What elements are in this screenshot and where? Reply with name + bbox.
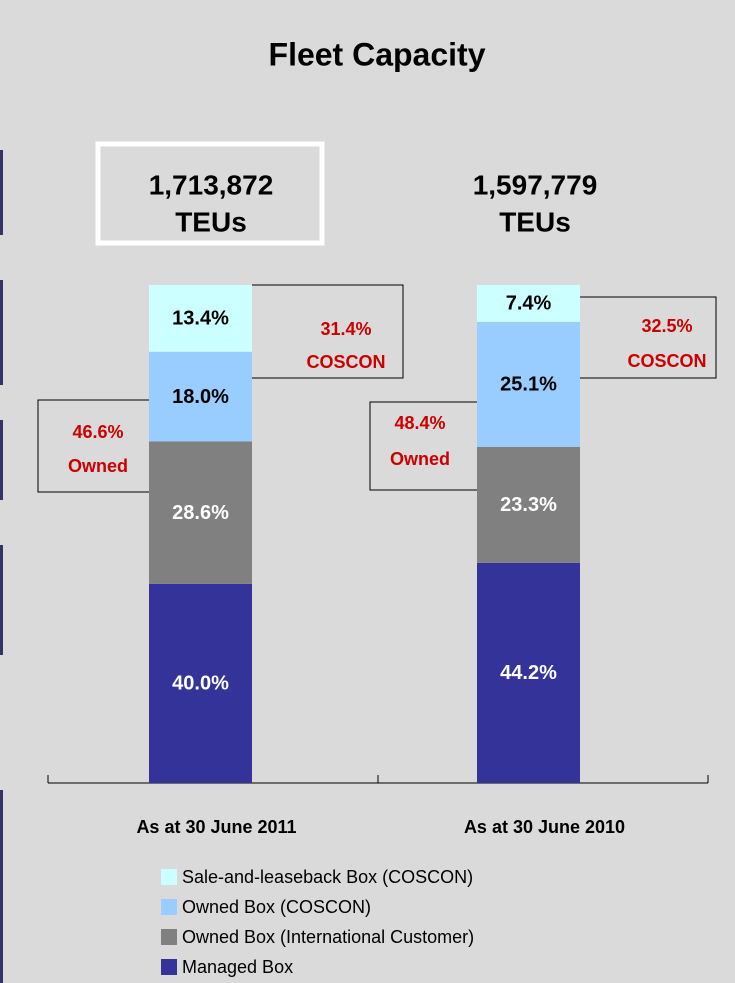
value-label: 25.1%	[500, 374, 557, 396]
value-label: 44.2%	[500, 662, 557, 684]
bar-segment	[477, 321, 580, 447]
x-tick-label: As at 30 June 2011	[136, 817, 296, 837]
bar-segment	[477, 285, 580, 322]
edge-strip	[0, 790, 3, 983]
annotation-text: COSCON	[627, 351, 706, 371]
annotation-text: COSCON	[306, 352, 385, 372]
total-value: 1,713,872	[149, 169, 274, 200]
legend-label: Sale-and-leaseback Box (COSCON)	[182, 867, 473, 887]
value-label: 7.4%	[506, 293, 552, 315]
legend-swatch	[161, 899, 177, 915]
chart-title: Fleet Capacity	[269, 36, 486, 72]
legend-swatch	[161, 869, 177, 885]
annotation-bracket	[37, 399, 149, 493]
annotation-value: 46.6%	[72, 422, 123, 442]
edge-strip	[0, 150, 3, 235]
value-label: 23.3%	[500, 494, 557, 516]
value-label: 40.0%	[172, 673, 229, 695]
bar-segment	[149, 285, 252, 352]
total-value: 1,597,779	[473, 169, 598, 200]
legend-swatch	[161, 929, 177, 945]
bar-segment	[477, 446, 580, 563]
value-label: 13.4%	[172, 308, 229, 330]
annotation-bracket	[369, 401, 477, 491]
total-unit: TEUs	[175, 206, 247, 237]
annotation-value: 48.4%	[394, 413, 445, 433]
annotation-bracket	[252, 284, 404, 379]
legend-label: Owned Box (COSCON)	[182, 897, 371, 917]
value-label: 28.6%	[172, 502, 229, 524]
value-label: 18.0%	[172, 386, 229, 408]
annotation-value: 32.5%	[641, 316, 692, 336]
highlight-box	[95, 141, 325, 246]
bar-segment	[149, 441, 252, 584]
legend-label: Owned Box (International Customer)	[182, 927, 474, 947]
edge-strip	[0, 545, 3, 655]
bar-segment	[477, 562, 580, 783]
total-unit: TEUs	[499, 206, 571, 237]
annotation-text: Owned	[390, 449, 450, 469]
legend-label: Managed Box	[182, 957, 293, 977]
annotation-text: Owned	[68, 456, 128, 476]
edge-strip	[0, 420, 3, 500]
bar-segment	[149, 583, 252, 783]
legend-swatch	[161, 959, 177, 975]
x-tick-label: As at 30 June 2010	[464, 817, 625, 837]
annotation-bracket	[580, 296, 717, 379]
edge-strip	[0, 280, 3, 385]
bar-segment	[149, 351, 252, 442]
annotation-value: 31.4%	[320, 319, 371, 339]
